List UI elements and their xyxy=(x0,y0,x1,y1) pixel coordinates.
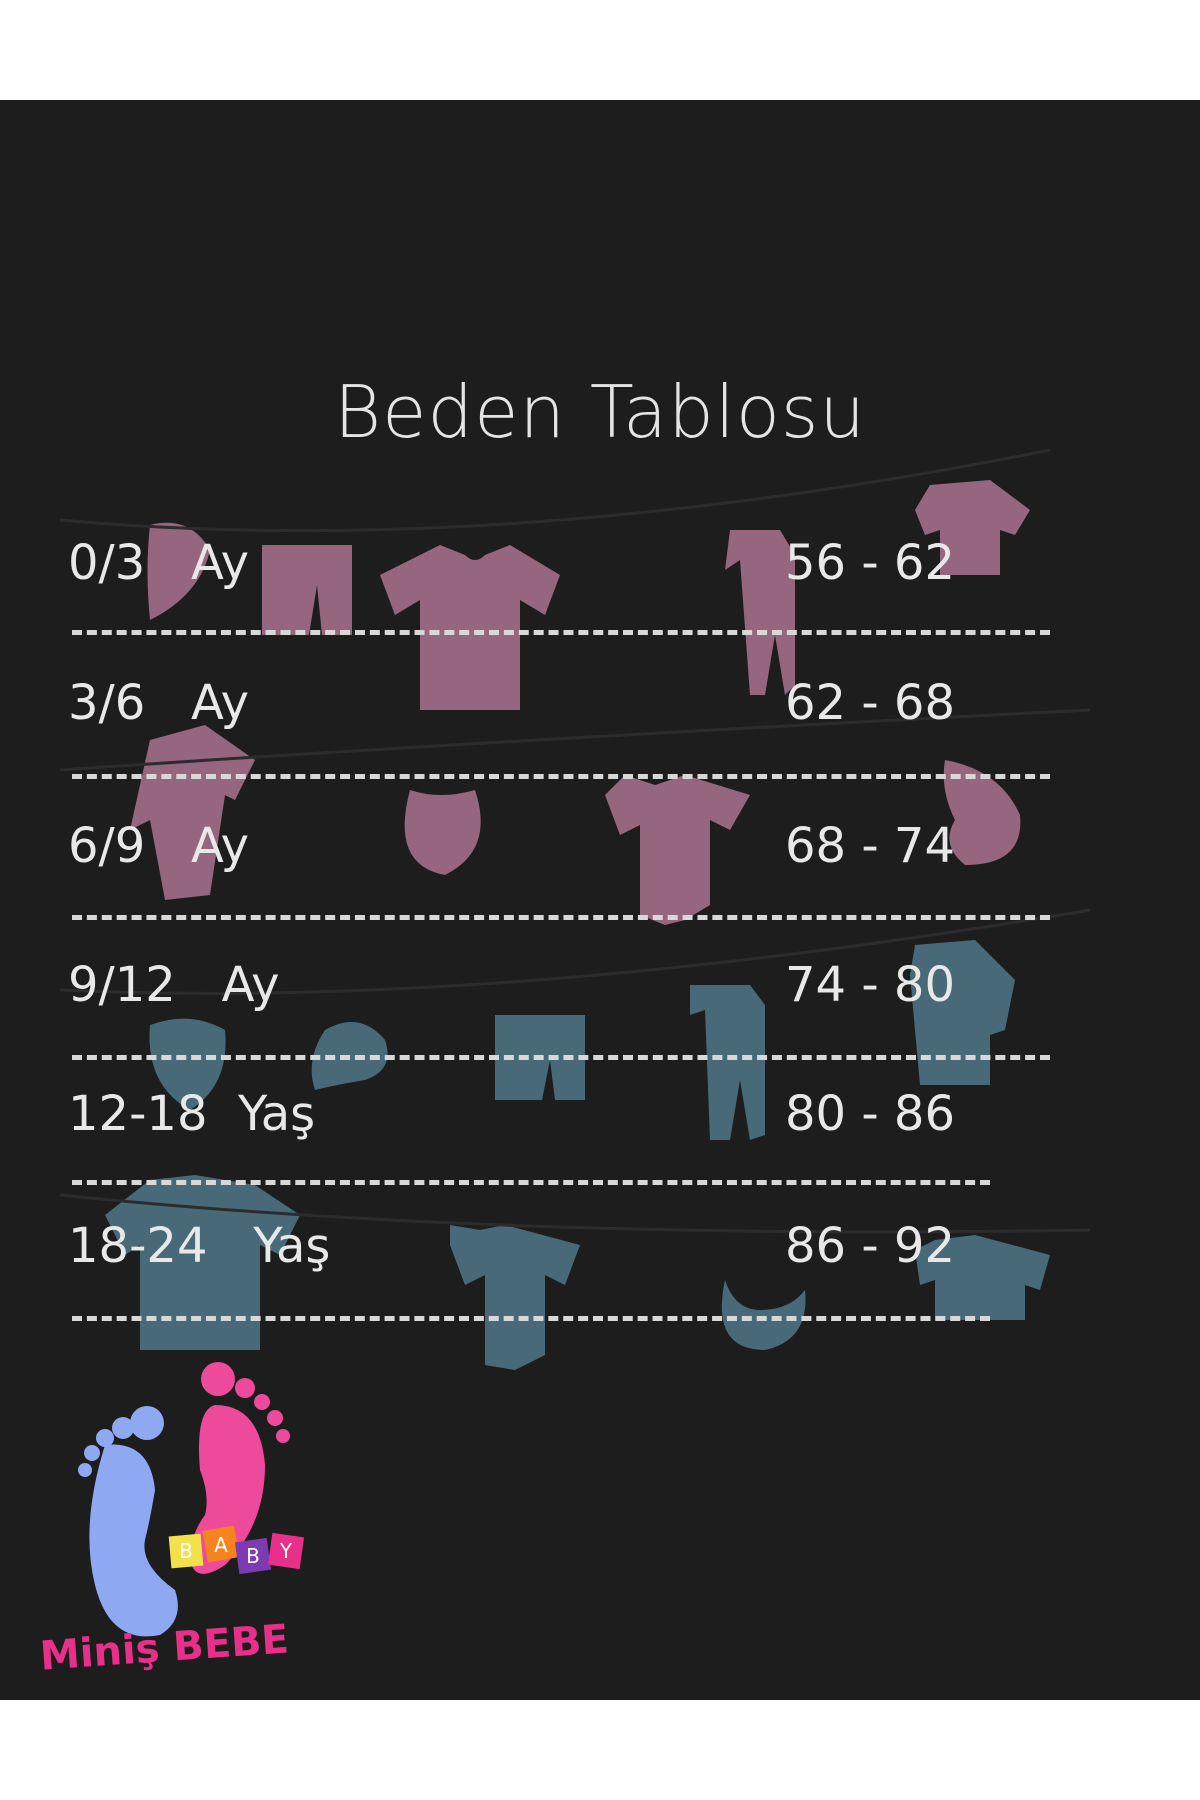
row-divider xyxy=(72,630,1050,635)
svg-text:A: A xyxy=(214,1533,228,1557)
row-divider xyxy=(72,1316,990,1321)
row-divider xyxy=(72,1055,1050,1060)
size-value: 86 - 92 xyxy=(785,1218,955,1274)
page-title: Beden Tablosu xyxy=(333,370,867,454)
age-label: 9/12 Ay xyxy=(68,957,280,1013)
svg-text:B: B xyxy=(246,1544,260,1568)
age-label: 3/6 Ay xyxy=(68,675,250,731)
age-label: 12-18 Yaş xyxy=(68,1086,316,1142)
size-value: 62 - 68 xyxy=(785,675,955,731)
age-label: 0/3 Ay xyxy=(68,535,250,591)
row-divider xyxy=(72,1180,990,1185)
size-value: 56 - 62 xyxy=(785,535,955,591)
size-value: 68 - 74 xyxy=(785,818,955,874)
svg-text:B: B xyxy=(179,1539,193,1563)
size-value: 74 - 80 xyxy=(785,957,955,1013)
brand-name: Miniş BEBE xyxy=(39,1616,291,1679)
row-divider xyxy=(72,774,1050,779)
age-label: 18-24 Yaş xyxy=(68,1218,331,1274)
size-value: 80 - 86 xyxy=(785,1086,955,1142)
svg-text:Y: Y xyxy=(279,1539,293,1563)
age-label: 6/9 Ay xyxy=(68,818,250,874)
row-divider xyxy=(72,915,1050,920)
blue-footprint-icon xyxy=(78,1406,178,1637)
